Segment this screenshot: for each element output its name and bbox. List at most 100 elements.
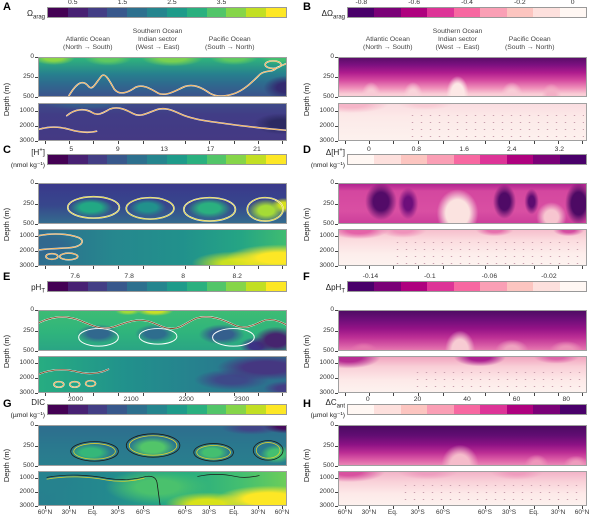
depth-tick-label: 0 [330,53,334,60]
depth-tick-label: 500 [323,220,334,227]
colorbar [47,7,287,18]
latitude-tick-label: Eq. [229,509,239,516]
units-label: (nmol kg⁻¹) [310,162,345,170]
depth-tick-mark [35,492,38,493]
colorbar [47,404,287,415]
depth-tick-label: 3000 [19,502,34,509]
ocean-section-label: Southern Ocean Indian sector (West → East) [433,28,483,52]
panel-G: G DIC (µmol kg⁻¹) 2000 2100 2200 2300 Depth… [0,396,300,516]
contour-lines [39,107,286,134]
colorbar-segment [67,282,88,291]
ocean-section-label: Atlantic Ocean (North → South) [63,36,112,52]
colorbar-segment [48,155,68,164]
depth-tick-mark [35,77,38,78]
colorbar-segment [206,155,227,164]
depth-tick-mark [35,310,38,311]
latitude-tick-mark [533,141,535,144]
depth-tick-mark [35,141,38,142]
latitude-tick-mark [282,141,284,144]
colorbar-segment [374,8,401,17]
colorbar-segment [533,405,560,414]
latitude-tick-mark [282,266,284,269]
latitude-tick-mark [443,506,445,509]
latitude-tick-mark [282,393,284,396]
colorbar-segment [427,282,454,291]
latitude-tick-label: Eq. [87,509,98,516]
colorbar-segment [246,405,267,414]
latitude-tick-mark [558,141,560,144]
latitude-tick-mark [344,393,346,396]
colorbar-tick-label: 2000 [68,396,84,403]
colorbar-segment [400,282,428,291]
colorbar-segment [453,282,481,291]
variable-label: Ωarag [27,8,45,21]
latitude-tick-mark [443,141,445,144]
colorbar-segment [147,282,167,291]
panel-letter: E [3,271,11,283]
colorbar-tick-label: -0.6 [408,0,421,6]
latitude-tick-mark [484,506,486,509]
colorbar-segment [226,8,247,17]
colorbar-segment [480,282,507,291]
latitude-tick-mark [68,506,70,509]
depth-tick-mark [335,236,338,238]
latitude-tick-mark [582,506,584,509]
panel-letter: A [3,1,11,13]
latitude-tick-mark [184,141,186,144]
colorbar-segment [246,282,267,291]
colorbar-segment [127,155,148,164]
colorbar-segment [107,8,128,17]
depth-tick-label: 250 [323,199,334,207]
colorbar-segment [166,405,187,414]
latitude-tick-mark [417,506,419,509]
depth-axis-label: Depth (m) [302,334,311,369]
depth-tick-label: 250 [323,441,334,449]
colorbar-segment [166,8,187,17]
colorbar-tick-labels: 7.6 7.8 8 8.2 [48,273,286,282]
latitude-tick-mark [233,506,235,509]
variable-label: ΔCant (µmol kg⁻¹) [300,396,345,420]
depth-tick-label: 3000 [319,502,334,509]
colorbar-tick-labels: 5 9 13 17 21 [48,146,286,155]
panel-F: F ΔpHT -0.14 -0.1 -0.06 -0.02 Depth (m) 0 25… [300,270,600,397]
ocean-section-label: Atlantic Ocean (North → South) [363,36,412,52]
depth-tick-mark [335,478,338,479]
latitude-tick-mark [484,393,486,396]
latitude-tick-label: 60°S [435,509,451,516]
ocean-section-label: Pacific Ocean (South → North) [505,36,554,52]
depth-tick-mark [335,57,338,58]
depth-section-lower [338,103,587,141]
depth-tick-label: 3000 [19,137,34,144]
depth-section-upper [38,310,287,351]
panel-E: E pHT 7.6 7.8 8 8.2 Depth (m) 0 250 [0,270,300,397]
colorbar-tick-labels: -0.8 -0.6 -0.4 -0.2 0 [348,0,586,8]
colorbar-segment [348,282,375,291]
latitude-tick-label: 30°N [61,509,77,516]
colorbar-tick-label: 40 [463,396,471,403]
depth-tick-mark [35,57,38,58]
colorbar-segment [506,282,534,291]
colorbar-segment [266,405,286,414]
ocean-section-label-line: Indian sector [138,36,177,43]
panel-B: B ΔΩarag -0.8 -0.6 -0.4 -0.2 0 Atlantic Ocea… [300,0,600,144]
latitude-tick-mark [443,393,445,396]
colorbar-segment [348,155,375,164]
stipple-dots [413,369,584,391]
depth-tick-label: 3000 [19,389,34,396]
colorbar-segment [48,405,68,414]
colorbar-segment [533,282,560,291]
latitude-tick-label: 60°N [37,509,53,516]
depth-tick-mark [335,97,338,98]
depth-tick-mark [335,393,338,394]
depth-tick-label: 0 [30,306,34,313]
colorbar-segment [166,282,187,291]
depth-section-upper [38,425,287,466]
depth-tick-mark [35,251,38,253]
depth-tick-label: 1000 [319,106,334,114]
latitude-tick-mark [582,141,584,144]
colorbar [347,281,587,292]
colorbar-segment [186,282,207,291]
latitude-tick-mark [209,393,211,396]
colorbar-segment [147,8,167,17]
latitude-tick-label: 60°N [274,509,290,516]
